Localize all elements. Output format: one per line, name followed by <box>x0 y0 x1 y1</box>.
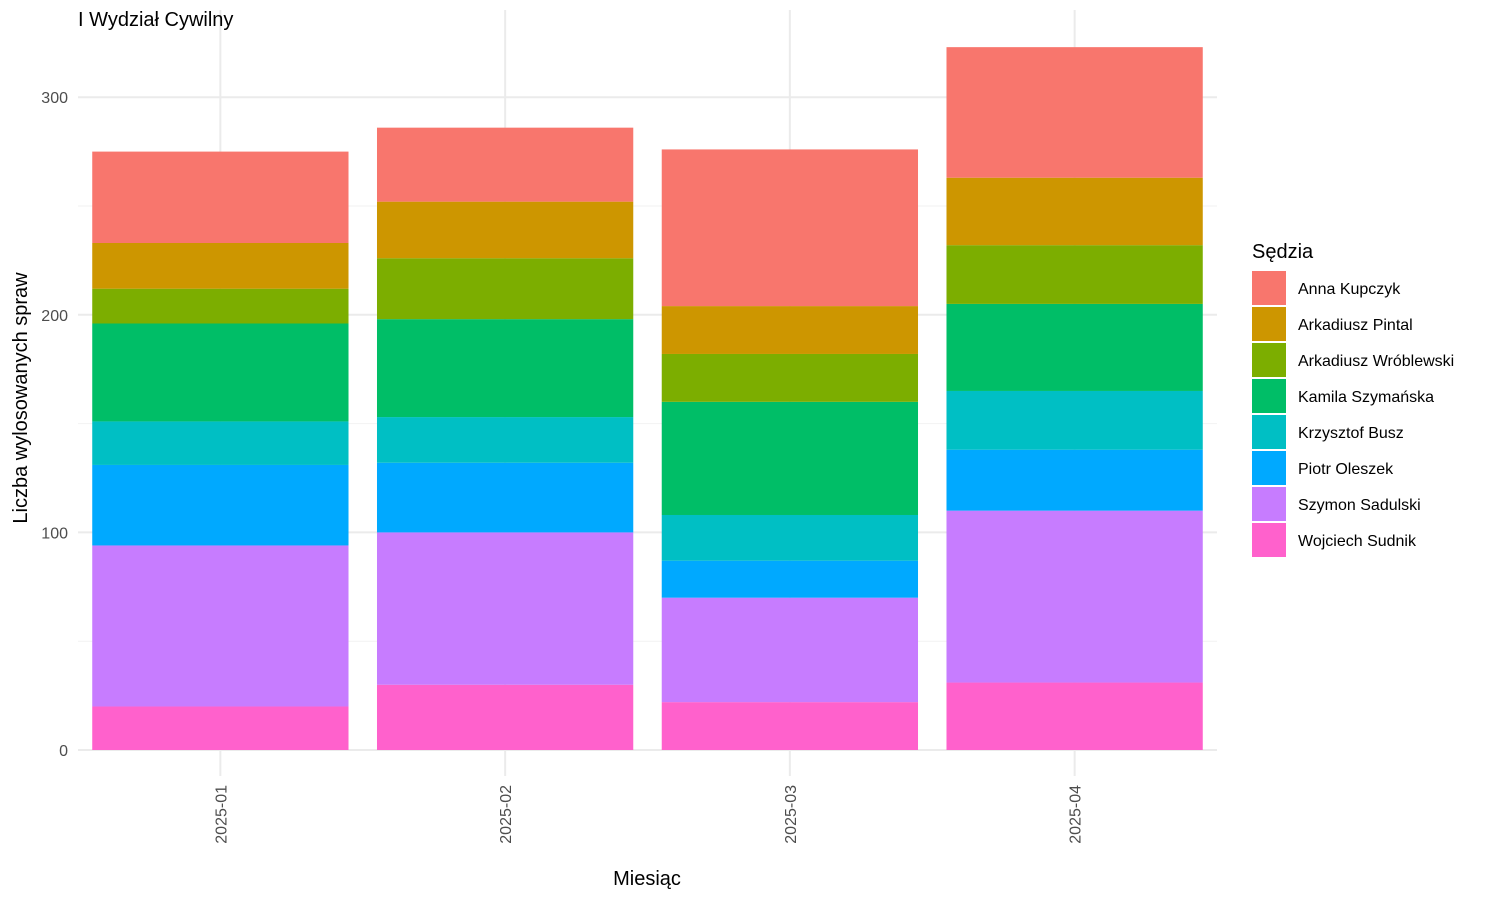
bar-segment <box>92 242 349 289</box>
legend-swatch <box>1252 307 1286 341</box>
bar-segment <box>376 417 634 463</box>
bar-segment <box>661 401 919 515</box>
legend-swatch <box>1252 451 1286 485</box>
x-tick-label: 2025-01 <box>213 785 230 844</box>
legend-label: Arkadiusz Wróblewski <box>1298 353 1454 370</box>
bar-segment <box>946 303 1203 391</box>
bar-segment <box>946 390 1203 450</box>
bar-segment <box>946 177 1203 246</box>
bar-segment <box>661 597 919 703</box>
x-tick-label: 2025-02 <box>498 785 515 844</box>
legend-label: Szymon Sadulski <box>1298 497 1421 514</box>
y-tick-label: 0 <box>59 743 68 760</box>
bar-segment <box>661 353 919 402</box>
bar-segment <box>92 421 349 465</box>
bar-segment <box>946 245 1203 304</box>
bar-segment <box>946 449 1203 511</box>
x-axis-label: Miesiąc <box>613 868 681 890</box>
legend-swatch <box>1252 487 1286 521</box>
bar-segment <box>92 323 349 422</box>
legend-swatch <box>1252 271 1286 305</box>
legend-swatch <box>1252 415 1286 449</box>
bar-segment <box>376 201 634 259</box>
bar-segment <box>661 560 919 598</box>
legend-label: Kamila Szymańska <box>1298 389 1434 406</box>
bar-segment <box>946 47 1203 178</box>
legend-title: Sędzia <box>1252 241 1314 263</box>
bar-segment <box>946 682 1203 750</box>
legend: Anna Kupczyk Arkadiusz Pintal Arkadiusz Wr… <box>1252 271 1454 557</box>
bar-segment <box>661 306 919 354</box>
y-tick-label: 200 <box>41 308 68 325</box>
y-tick-label: 100 <box>41 525 68 542</box>
legend-label: Krzysztof Busz <box>1298 425 1404 442</box>
bar-segment <box>376 127 634 202</box>
y-tick-label: 300 <box>41 90 68 107</box>
legend-swatch <box>1252 523 1286 557</box>
bar-segment <box>946 510 1203 683</box>
bar-segment <box>661 149 919 307</box>
legend-label: Piotr Oleszek <box>1298 461 1394 478</box>
bar-layer <box>92 47 1203 750</box>
x-tick-label: 2025-04 <box>1068 785 1085 844</box>
bar-segment <box>661 702 919 750</box>
y-axis-label: Liczba wylosowanych spraw <box>10 272 32 524</box>
x-tick-label: 2025-03 <box>783 785 800 844</box>
legend-swatch <box>1252 379 1286 413</box>
bar-segment <box>92 464 349 546</box>
bar-segment <box>376 462 634 533</box>
legend-label: Arkadiusz Pintal <box>1298 317 1413 334</box>
bar-segment <box>92 706 349 750</box>
bar-segment <box>376 684 634 750</box>
bar-segment <box>376 258 634 320</box>
bar-segment <box>92 545 349 707</box>
bar-segment <box>376 532 634 685</box>
legend-label: Wojciech Sudnik <box>1298 533 1417 550</box>
bar-segment <box>376 319 634 418</box>
legend-label: Anna Kupczyk <box>1298 281 1401 298</box>
bar-segment <box>92 288 349 324</box>
axis-layer: 0 100 200 300 2025-01 2025-02 2025-03 2025-04 <box>41 90 1084 844</box>
legend-swatch <box>1252 343 1286 377</box>
bar-segment <box>92 151 349 243</box>
chart-title: I Wydział Cywilny <box>78 9 233 31</box>
bar-segment <box>661 514 919 561</box>
